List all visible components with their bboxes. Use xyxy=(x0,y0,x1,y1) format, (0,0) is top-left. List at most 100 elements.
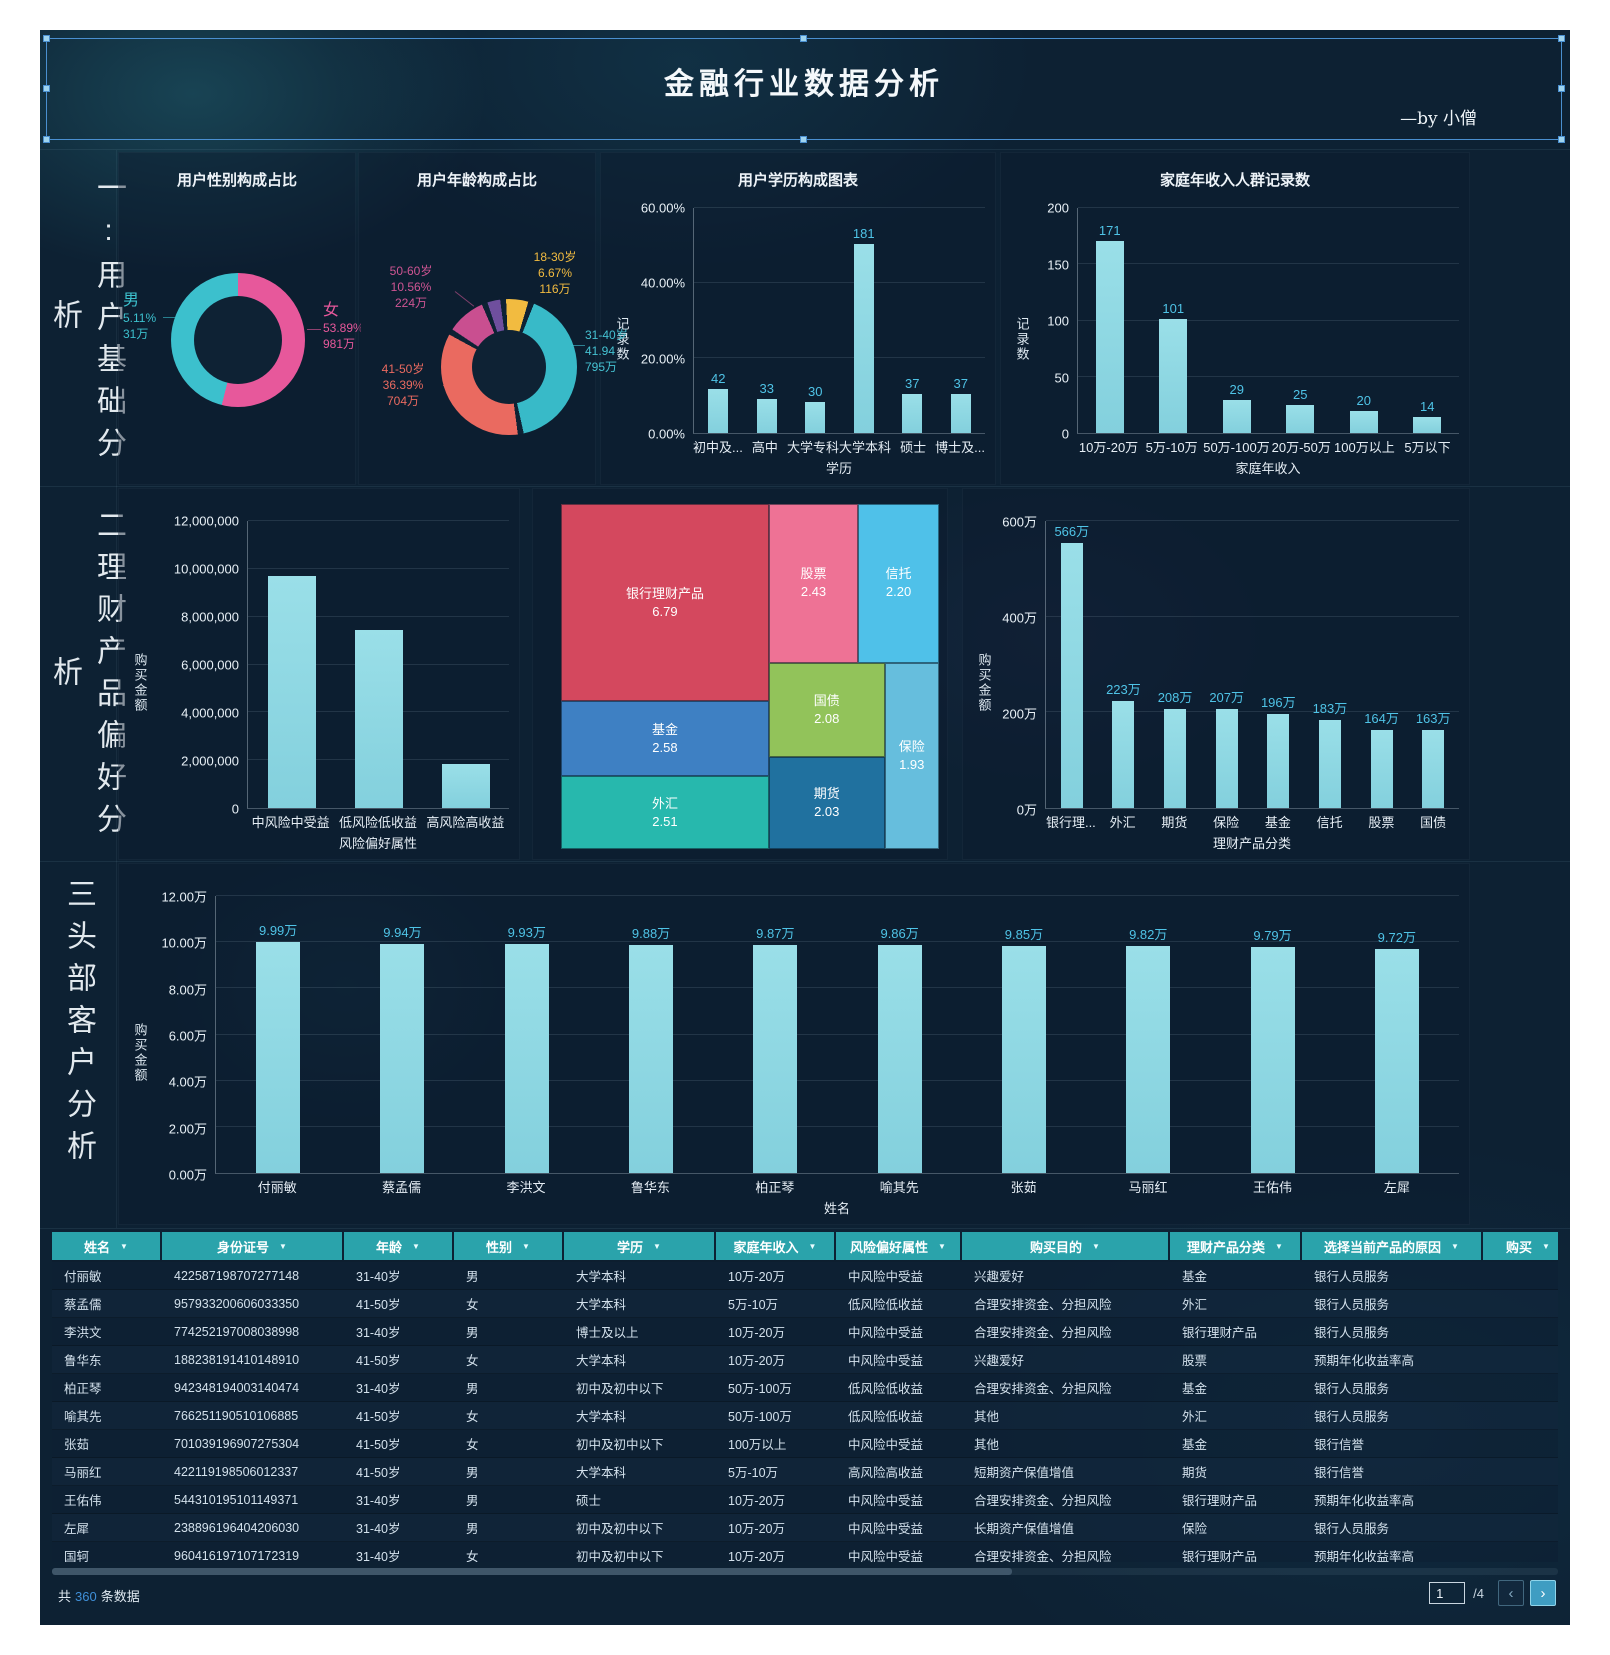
column-header-姓名[interactable]: 姓名 ▼ xyxy=(52,1232,162,1260)
table-row[interactable]: 国轲 960416197107172319 31-40岁 女 初中及初中以下 10万-20… xyxy=(52,1542,1558,1562)
bar-中风险中受益[interactable] xyxy=(267,576,316,808)
filter-dropdown-icon[interactable]: ▼ xyxy=(653,1241,661,1251)
column-header-性别[interactable]: 性别 ▼ xyxy=(454,1232,564,1260)
bar-5万以下[interactable] xyxy=(1413,417,1442,433)
cell-姓名: 左犀 xyxy=(64,1522,90,1536)
bar-20万-50万[interactable] xyxy=(1286,404,1315,433)
gender-label-male: 男 5.11% 31万 xyxy=(123,292,157,341)
bar-5万-10万[interactable] xyxy=(1159,319,1188,433)
treemap-cell-保险[interactable]: 保险 1.93 xyxy=(884,662,939,849)
bar-马丽红[interactable] xyxy=(1126,946,1171,1173)
bar-股票[interactable] xyxy=(1370,729,1393,808)
bar-张茹[interactable] xyxy=(1001,945,1046,1173)
filter-dropdown-icon[interactable]: ▼ xyxy=(522,1241,530,1251)
treemap-cell-银行理财产品[interactable]: 银行理财产品 6.79 xyxy=(561,504,769,702)
table-row[interactable]: 李洪文 774252197008038998 31-40岁 男 博士及以上 10万-20万… xyxy=(52,1318,1558,1346)
bars-group: 9.99万 9.94万 9.93万 9.88万 9.87万 9.86万 9.85万 9.82万… xyxy=(216,896,1459,1173)
bar-外汇[interactable] xyxy=(1112,701,1135,808)
bar-大学本科[interactable] xyxy=(853,244,874,433)
column-header-选择当前产品的原因[interactable]: 选择当前产品的原因 ▼ xyxy=(1302,1232,1483,1260)
bar-柏正琴[interactable] xyxy=(753,945,798,1173)
bar-slot: 30 xyxy=(791,208,840,433)
gender-donut[interactable] xyxy=(171,273,305,407)
column-header-年龄[interactable]: 年龄 ▼ xyxy=(344,1232,454,1260)
bar-蔡孟儒[interactable] xyxy=(380,943,425,1173)
selection-handle[interactable] xyxy=(43,136,50,143)
bar-value-label: 33 xyxy=(759,380,774,396)
x-category-label: 大学专科 xyxy=(786,439,839,455)
bar-银行理...[interactable] xyxy=(1060,543,1083,808)
table-row[interactable]: 柏正琴 942348194003140474 31-40岁 男 初中及初中以下 50万-1… xyxy=(52,1374,1558,1402)
bar-喻其先[interactable] xyxy=(877,945,922,1173)
filter-dropdown-icon[interactable]: ▼ xyxy=(120,1241,128,1251)
column-header-家庭年收入[interactable]: 家庭年收入 ▼ xyxy=(716,1232,836,1260)
selection-handle[interactable] xyxy=(43,35,50,42)
filter-dropdown-icon[interactable]: ▼ xyxy=(1451,1241,1459,1251)
cell-年龄: 41-50岁 xyxy=(356,1298,401,1312)
bar-基金[interactable] xyxy=(1267,714,1290,808)
column-header-理财产品分类[interactable]: 理财产品分类 ▼ xyxy=(1170,1232,1302,1260)
next-page-button[interactable]: › xyxy=(1530,1580,1556,1606)
table-row[interactable]: 喻其先 766251190510106885 41-50岁 女 大学本科 50万-100万… xyxy=(52,1402,1558,1430)
table-row[interactable]: 付丽敏 422587198707277148 31-40岁 男 大学本科 10万-20万 中… xyxy=(52,1262,1558,1290)
bar-国债[interactable] xyxy=(1422,730,1445,808)
bar-硕士[interactable] xyxy=(902,394,923,433)
bar-李洪文[interactable] xyxy=(504,943,549,1173)
treemap-cell-国债[interactable]: 国债 2.08 xyxy=(768,662,885,757)
filter-dropdown-icon[interactable]: ▼ xyxy=(279,1241,287,1251)
bar-50万-100万[interactable] xyxy=(1222,400,1251,433)
selection-handle[interactable] xyxy=(800,136,807,143)
selection-handle[interactable] xyxy=(1558,85,1565,92)
page-input[interactable] xyxy=(1429,1582,1466,1604)
bar-高中[interactable] xyxy=(756,398,777,433)
bar-高风险高收益[interactable] xyxy=(441,763,490,808)
bar-低风险低收益[interactable] xyxy=(354,629,403,808)
bar-鲁华东[interactable] xyxy=(629,944,674,1173)
bar-左犀[interactable] xyxy=(1374,948,1419,1173)
bar-期货[interactable] xyxy=(1164,708,1187,808)
x-category-row: 10万-20万 5万-10万 50万-100万 20万-50万 100万以上 5万以下 xyxy=(1033,434,1459,458)
table-row[interactable]: 鲁华东 188238191410148910 41-50岁 女 大学本科 10万-20万 中… xyxy=(52,1346,1558,1374)
dashboard-header[interactable]: 金融行业数据分析 —by 小僧 xyxy=(43,35,1565,143)
table-row[interactable]: 马丽红 422119198506012337 41-50岁 男 大学本科 5万-10万 高风… xyxy=(52,1458,1558,1486)
table-row[interactable]: 王佑伟 544310195101149371 31-40岁 男 硕士 10万-20万 中风险… xyxy=(52,1486,1558,1514)
filter-dropdown-icon[interactable]: ▼ xyxy=(938,1241,946,1251)
table-row[interactable]: 左犀 238896196404206030 31-40岁 男 初中及初中以下 10万-20… xyxy=(52,1514,1558,1542)
filter-dropdown-icon[interactable]: ▼ xyxy=(412,1241,420,1251)
filter-dropdown-icon[interactable]: ▼ xyxy=(1092,1241,1100,1251)
filter-dropdown-icon[interactable]: ▼ xyxy=(808,1241,817,1251)
column-header-购买[interactable]: 购买 ▼ xyxy=(1483,1232,1558,1260)
column-header-身份证号[interactable]: 身份证号 ▼ xyxy=(162,1232,344,1260)
bar-保险[interactable] xyxy=(1215,709,1238,808)
bar-10万-20万[interactable] xyxy=(1095,240,1124,433)
treemap-cell-股票[interactable]: 股票 2.43 xyxy=(768,504,859,663)
treemap-cell-基金[interactable]: 基金 2.58 xyxy=(561,701,769,777)
bar-付丽敏[interactable] xyxy=(256,942,301,1173)
panel-product-chart: 购买金额 0万 200万 400万 600万 566万 223万 208万 207万 196万 18… xyxy=(962,488,1470,860)
selection-handle[interactable] xyxy=(1558,136,1565,143)
treemap-cell-信托[interactable]: 信托 2.20 xyxy=(858,504,939,663)
bar-100万以上[interactable] xyxy=(1349,410,1378,433)
bar-信托[interactable] xyxy=(1318,720,1341,808)
table-scrollbar-thumb[interactable] xyxy=(52,1568,1012,1575)
bar-初中及...[interactable] xyxy=(708,389,729,433)
column-header-学历[interactable]: 学历 ▼ xyxy=(564,1232,716,1260)
selection-handle[interactable] xyxy=(1558,35,1565,42)
prev-page-button[interactable]: ‹ xyxy=(1498,1580,1524,1606)
treemap-cell-外汇[interactable]: 外汇 2.51 xyxy=(561,776,769,849)
filter-dropdown-icon[interactable]: ▼ xyxy=(1542,1241,1550,1251)
column-header-风险偏好属性[interactable]: 风险偏好属性 ▼ xyxy=(836,1232,962,1260)
bar-王佑伟[interactable] xyxy=(1250,947,1295,1173)
age-donut[interactable] xyxy=(441,299,577,435)
filter-dropdown-icon[interactable]: ▼ xyxy=(1275,1241,1283,1251)
table-scrollbar-track[interactable] xyxy=(52,1568,1558,1575)
column-header-购买目的[interactable]: 购买目的 ▼ xyxy=(962,1232,1170,1260)
selection-handle[interactable] xyxy=(800,35,807,42)
selection-handle[interactable] xyxy=(43,85,50,92)
treemap-cell-期货[interactable]: 期货 2.03 xyxy=(768,756,885,849)
bar-博士及...[interactable] xyxy=(950,394,971,433)
bar-大学专科[interactable] xyxy=(805,401,826,433)
x-category-label: 硕士 xyxy=(900,439,927,455)
table-row[interactable]: 张茹 701039196907275304 41-50岁 女 初中及初中以下 100万以上… xyxy=(52,1430,1558,1458)
table-row[interactable]: 蔡孟儒 957933200606033350 41-50岁 女 大学本科 5万-10万 低风… xyxy=(52,1290,1558,1318)
